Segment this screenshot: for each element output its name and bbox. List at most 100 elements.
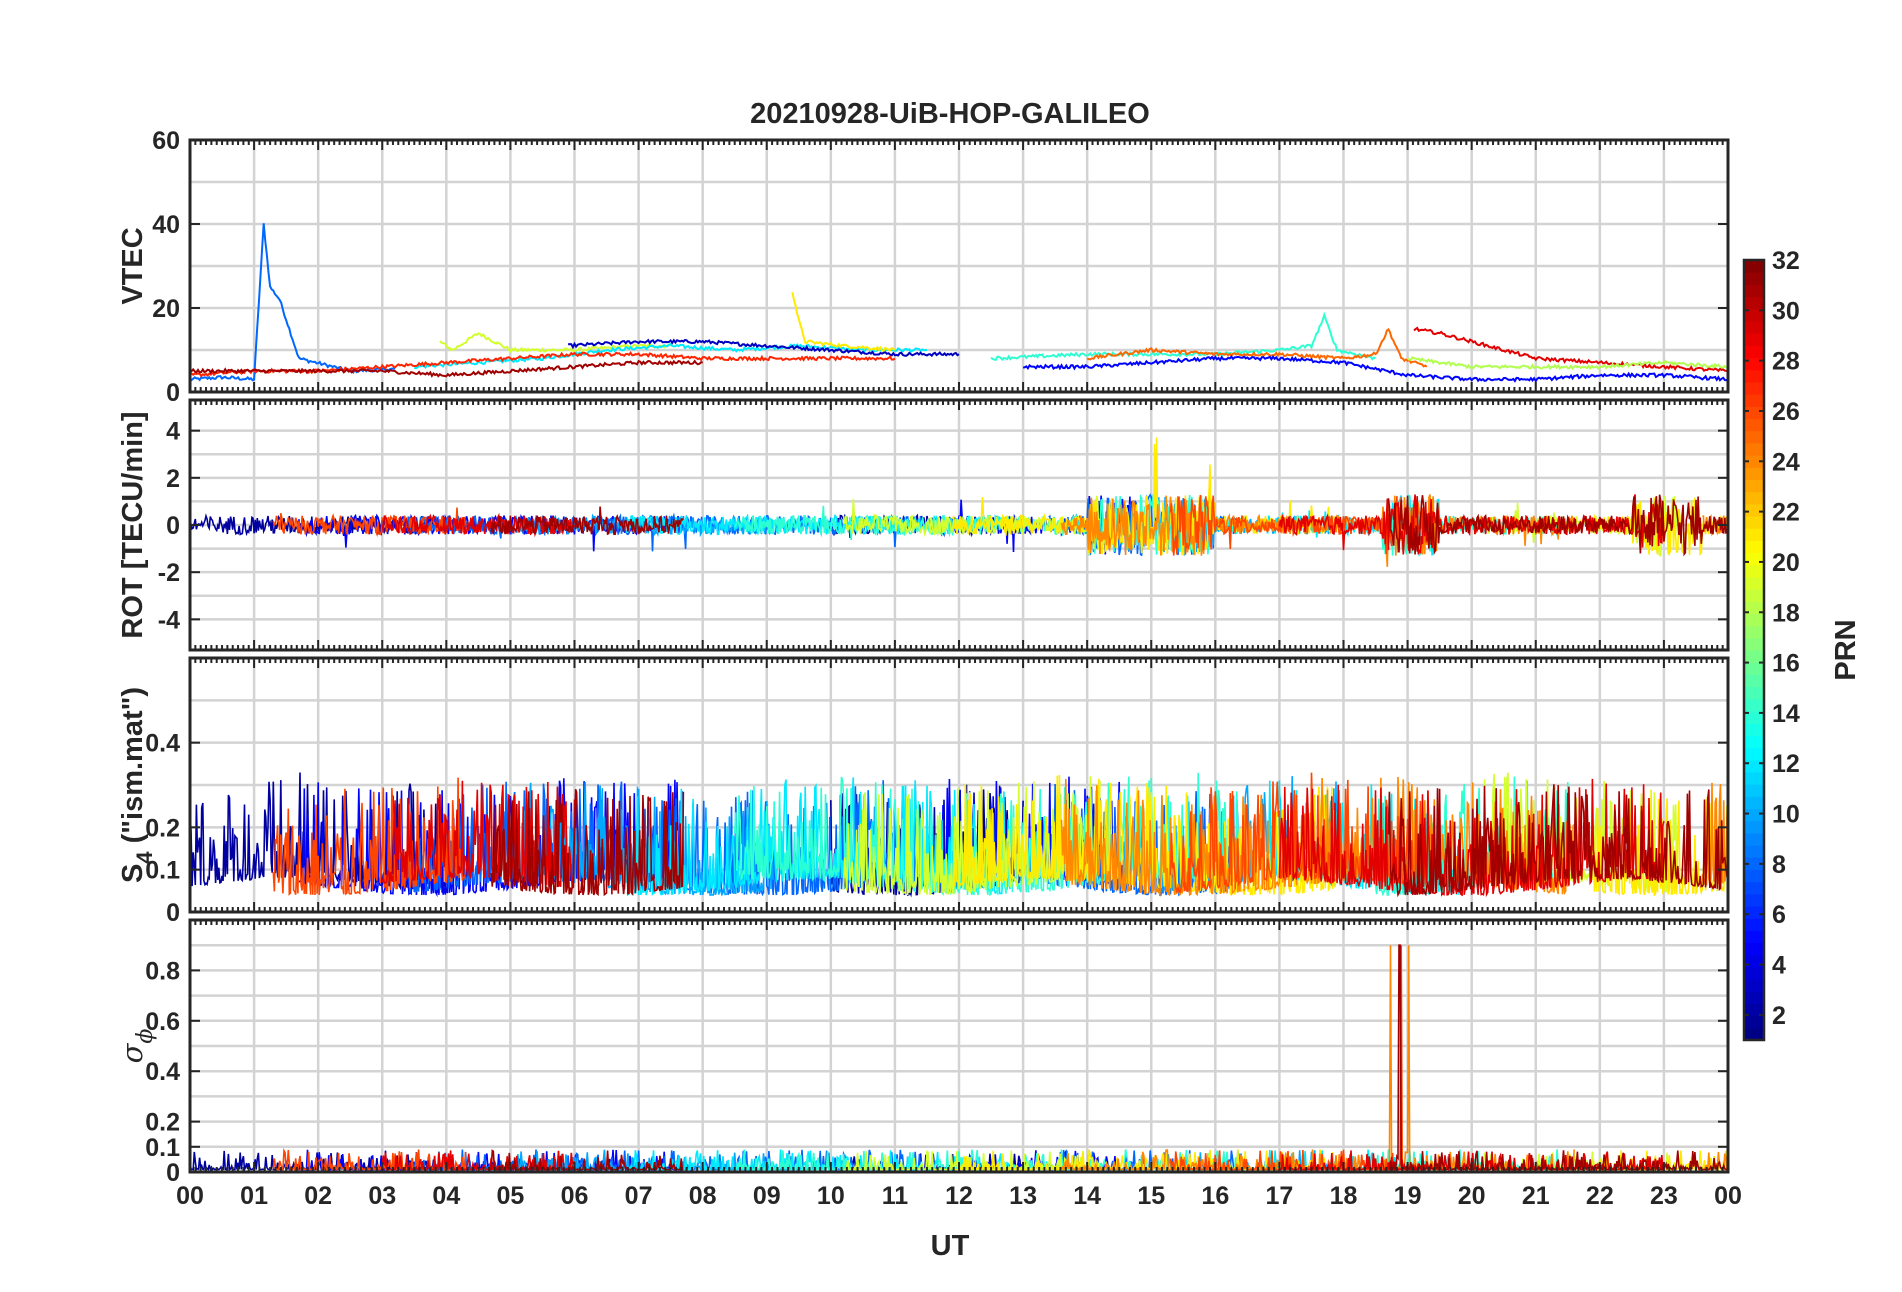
rot-series-line [1387, 494, 1729, 557]
s4-series-line [1387, 784, 1729, 898]
colorbar-segment [1744, 601, 1764, 615]
grid-lines [190, 140, 1728, 1172]
colorbar-segment [1744, 1027, 1764, 1041]
sigma-y-tick-label: 0.1 [145, 1134, 180, 1162]
sigma-series-line [1169, 945, 1428, 1173]
vtec-series-line [1022, 355, 1729, 383]
x-tick-label: 16 [1201, 1182, 1229, 1210]
x-tick-label: 11 [882, 1182, 909, 1210]
colorbar-segment [1744, 979, 1764, 992]
vtec-series-line [189, 359, 703, 378]
colorbar-segment [1744, 503, 1764, 517]
s4-y-axis-label: S4 ("ism.mat") [117, 687, 157, 883]
colorbar-tick-label: 30 [1772, 297, 1800, 325]
rot-y-tick-label: 4 [166, 418, 180, 446]
x-tick-label: 01 [240, 1182, 268, 1210]
colorbar-tick-label: 10 [1772, 801, 1800, 829]
sigma-y-axis-label: σϕ [115, 1029, 158, 1064]
rot-y-axis-label: ROT [TECU/min] [117, 411, 149, 638]
s4-series-line [1278, 778, 1665, 898]
colorbar-tick-label: 32 [1772, 247, 1800, 275]
vtec-series-line [1413, 326, 1729, 373]
colorbar-tick-label: 28 [1772, 348, 1800, 376]
colorbar-segment [1744, 406, 1764, 420]
s4-letter: S [117, 864, 149, 883]
colorbar-segment [1744, 613, 1764, 627]
colorbar-tick-label: 18 [1772, 599, 1800, 627]
colorbar-segment [1744, 333, 1764, 346]
colorbar-segment [1744, 467, 1764, 480]
colorbar-segment [1744, 394, 1764, 407]
colorbar-segment [1744, 345, 1764, 359]
colorbar-segment [1744, 625, 1764, 639]
rot-series-line [842, 495, 1101, 551]
colorbar-segment [1744, 540, 1764, 554]
colorbar-label: PRN [1830, 619, 1862, 680]
s4-y-tick-label: 0.4 [145, 730, 180, 758]
s4-series-line [842, 776, 1101, 896]
x-tick-label: 05 [497, 1182, 525, 1210]
x-tick-label: 00 [1714, 1182, 1742, 1210]
x-tick-label: 21 [1522, 1182, 1550, 1210]
colorbar-segment [1744, 369, 1764, 383]
colorbar-segment [1744, 954, 1764, 968]
x-tick-label: 22 [1586, 1182, 1614, 1210]
x-tick-label: 19 [1394, 1182, 1422, 1210]
colorbar-segment [1744, 564, 1764, 578]
colorbar-segment [1744, 308, 1764, 322]
rot-y-tick-label: 0 [166, 512, 180, 540]
colorbar-segment [1744, 796, 1764, 810]
vtec-y-tick-label: 60 [152, 127, 180, 155]
x-tick-label: 07 [625, 1182, 653, 1210]
colorbar-segment [1744, 832, 1764, 846]
colorbar-segment [1744, 320, 1764, 334]
colorbar-segment [1744, 455, 1764, 468]
vtec-series-line [1406, 356, 1729, 371]
sigma-y-tick-label: 0.8 [145, 957, 180, 985]
colorbar-tick-label: 6 [1772, 901, 1786, 929]
vtec-series-line [414, 342, 928, 370]
sigma-series-line [1388, 944, 1729, 1173]
colorbar-segment [1744, 637, 1764, 651]
colorbar-segment [1744, 1015, 1764, 1029]
colorbar-segment [1744, 893, 1764, 907]
colorbar-tick-label: 22 [1772, 499, 1800, 527]
colorbar-segment [1744, 930, 1764, 944]
colorbar-segment [1744, 820, 1764, 834]
rot-y-tick-label: -4 [158, 606, 180, 634]
rot-series-line [490, 506, 685, 536]
colorbar-segment [1744, 759, 1764, 773]
x-tick-label: 08 [689, 1182, 717, 1210]
vtec-series-line [189, 223, 396, 382]
vtec-series-line [439, 332, 672, 354]
colorbar-segment [1744, 260, 1764, 273]
colorbar-tick-label: 12 [1772, 750, 1800, 778]
x-tick-label: 13 [1009, 1182, 1037, 1210]
colorbar-segment [1744, 905, 1764, 919]
vtec-series-line [1086, 327, 1428, 368]
colorbar-segment [1744, 442, 1764, 456]
colorbar-segment [1744, 296, 1764, 310]
rot-y-tick-label: 2 [166, 465, 180, 493]
phi-subscript: ϕ [133, 1029, 158, 1044]
x-tick-label: 12 [945, 1182, 973, 1210]
colorbar-segment [1744, 710, 1764, 724]
colorbar-tick-label: 4 [1772, 952, 1786, 980]
colorbar-segment [1744, 1003, 1764, 1017]
colorbar-segment [1744, 430, 1764, 444]
colorbar-segment [1744, 881, 1764, 895]
x-tick-label: 17 [1266, 1182, 1294, 1210]
colorbar-tick-label: 2 [1772, 1002, 1786, 1030]
x-tick-label: 09 [753, 1182, 781, 1210]
s4-series-line [1701, 782, 1729, 886]
s4-suffix: ("ism.mat") [117, 687, 149, 851]
sigma-y-tick-label: 0.6 [145, 1008, 180, 1036]
rot-series-line [298, 513, 685, 552]
colorbar-segment [1744, 650, 1764, 663]
s4-y-tick-label: 0 [166, 899, 180, 927]
s4-series-line [1592, 789, 1729, 897]
x-tick-label: 20 [1458, 1182, 1486, 1210]
vtec-y-axis-label: VTEC [117, 227, 149, 304]
colorbar-tick-label: 26 [1772, 398, 1800, 426]
